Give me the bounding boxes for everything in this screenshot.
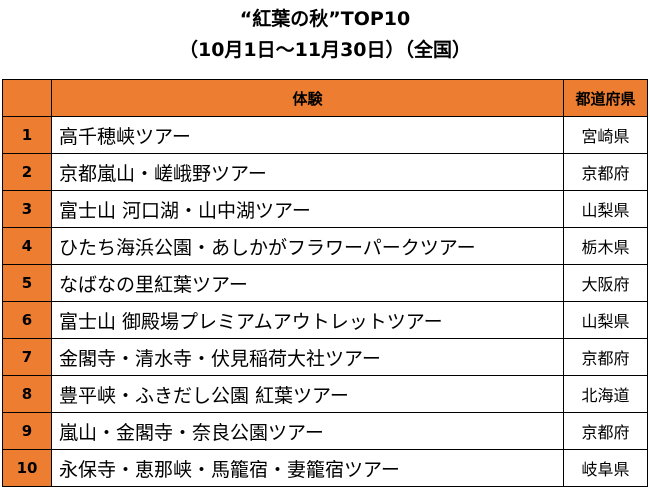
table-row: 1 高千穂峡ツアー 宮崎県 <box>2 116 648 154</box>
prefecture-cell: 京都府 <box>563 412 648 450</box>
header-rank <box>2 79 52 117</box>
rank-cell: 10 <box>2 449 52 487</box>
experience-cell: 富士山 河口湖・山中湖ツアー <box>51 190 564 228</box>
rank-cell: 1 <box>2 116 52 154</box>
table-header-row: 体験 都道府県 <box>2 79 648 117</box>
prefecture-cell: 京都府 <box>563 153 648 191</box>
page-title: “紅葉の秋”TOP10 <box>239 8 411 30</box>
table-row: 10 永保寺・恵那峡・馬籠宿・妻籠宿ツアー 岐阜県 <box>2 449 648 487</box>
experience-cell: 金閣寺・清水寺・伏見稲荷大社ツアー <box>51 338 564 376</box>
rank-cell: 8 <box>2 375 52 413</box>
rank-cell: 4 <box>2 227 52 265</box>
rank-cell: 9 <box>2 412 52 450</box>
rank-cell: 7 <box>2 338 52 376</box>
rank-cell: 3 <box>2 190 52 228</box>
prefecture-cell: 大阪府 <box>563 264 648 302</box>
experience-cell: 高千穂峡ツアー <box>51 116 564 154</box>
experience-cell: 豊平峡・ふきだし公園 紅葉ツアー <box>51 375 564 413</box>
experience-cell: 京都嵐山・嵯峨野ツアー <box>51 153 564 191</box>
prefecture-cell: 山梨県 <box>563 301 648 339</box>
prefecture-cell: 栃木県 <box>563 227 648 265</box>
experience-cell: 永保寺・恵那峡・馬籠宿・妻籠宿ツアー <box>51 449 564 487</box>
table-row: 3 富士山 河口湖・山中湖ツアー 山梨県 <box>2 190 648 228</box>
table-row: 7 金閣寺・清水寺・伏見稲荷大社ツアー 京都府 <box>2 338 648 376</box>
page-subtitle-period: （10月1日〜11月30日）（全国） <box>178 39 472 61</box>
prefecture-cell: 京都府 <box>563 338 648 376</box>
table-row: 2 京都嵐山・嵯峨野ツアー 京都府 <box>2 153 648 191</box>
prefecture-cell: 岐阜県 <box>563 449 648 487</box>
experience-cell: ひたち海浜公園・あしかがフラワーパークツアー <box>51 227 564 265</box>
prefecture-cell: 宮崎県 <box>563 116 648 154</box>
prefecture-cell: 山梨県 <box>563 190 648 228</box>
ranking-table: 体験 都道府県 1 高千穂峡ツアー 宮崎県 2 京都嵐山・嵯峨野ツアー 京都府 … <box>2 79 648 487</box>
table-row: 8 豊平峡・ふきだし公園 紅葉ツアー 北海道 <box>2 375 648 413</box>
rank-cell: 5 <box>2 264 52 302</box>
rank-cell: 6 <box>2 301 52 339</box>
table-row: 5 なばなの里紅葉ツアー 大阪府 <box>2 264 648 302</box>
table-row: 6 富士山 御殿場プレミアムアウトレットツアー 山梨県 <box>2 301 648 339</box>
rank-cell: 2 <box>2 153 52 191</box>
table-row: 9 嵐山・金閣寺・奈良公園ツアー 京都府 <box>2 412 648 450</box>
prefecture-cell: 北海道 <box>563 375 648 413</box>
experience-cell: 富士山 御殿場プレミアムアウトレットツアー <box>51 301 564 339</box>
experience-cell: なばなの里紅葉ツアー <box>51 264 564 302</box>
header-experience: 体験 <box>51 79 564 117</box>
header-prefecture: 都道府県 <box>563 79 648 117</box>
table-row: 4 ひたち海浜公園・あしかがフラワーパークツアー 栃木県 <box>2 227 648 265</box>
experience-cell: 嵐山・金閣寺・奈良公園ツアー <box>51 412 564 450</box>
